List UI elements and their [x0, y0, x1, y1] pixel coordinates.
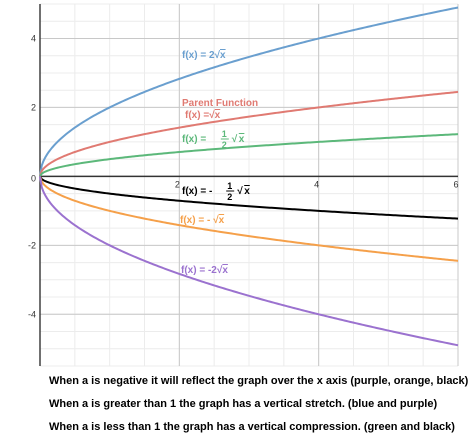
- series-label-neg-2-sqrt-x: f(x) = -2√x: [181, 265, 228, 276]
- series-line: [39, 176, 459, 347]
- x-tick-label: 6: [453, 179, 458, 189]
- y-tick-label: -2: [28, 240, 36, 250]
- svg-text:f(x) = -: f(x) = -: [182, 186, 212, 197]
- series-line: [39, 90, 459, 177]
- y-tick-label: 4: [31, 33, 36, 43]
- svg-text:1: 1: [227, 181, 232, 191]
- svg-text:2: 2: [227, 192, 232, 202]
- parent-function-annotation: Parent Function: [182, 98, 258, 109]
- svg-text:f(x) =: f(x) =: [182, 134, 206, 145]
- series-line: [39, 6, 459, 177]
- svg-text:1: 1: [222, 129, 227, 139]
- series-line: [39, 175, 459, 220]
- series-label-2-sqrt-x: f(x) = 2√x: [182, 50, 226, 61]
- series-label-half-sqrt-x: f(x) = 12 √ x: [182, 129, 245, 150]
- series-label-neg-sqrt-x: f(x) = - √x: [180, 215, 225, 226]
- x-tick-label: 2: [175, 179, 180, 189]
- svg-text:2: 2: [222, 140, 227, 150]
- caption-stretch: When a is greater than 1 the graph has a…: [49, 398, 438, 410]
- series-line: [39, 133, 459, 177]
- svg-text:√: √: [237, 186, 243, 197]
- x-tick-label: 4: [314, 179, 319, 189]
- y-tick-label: -4: [28, 309, 36, 319]
- series-line: [39, 176, 459, 262]
- svg-text:x: x: [239, 134, 245, 145]
- svg-text:x: x: [244, 186, 250, 197]
- origin-label: 0: [31, 173, 36, 183]
- caption-negative-a: When a is negative it will reflect the g…: [49, 375, 469, 387]
- svg-text:√: √: [232, 134, 238, 145]
- caption-compression: When a is less than 1 the graph has a ve…: [49, 421, 455, 433]
- series-label-sqrt-x: f(x) =√x: [185, 110, 221, 121]
- y-tick-label: 2: [31, 102, 36, 112]
- series-label-neg-half-sqrt-x: f(x) = - 12 √ x: [182, 181, 250, 202]
